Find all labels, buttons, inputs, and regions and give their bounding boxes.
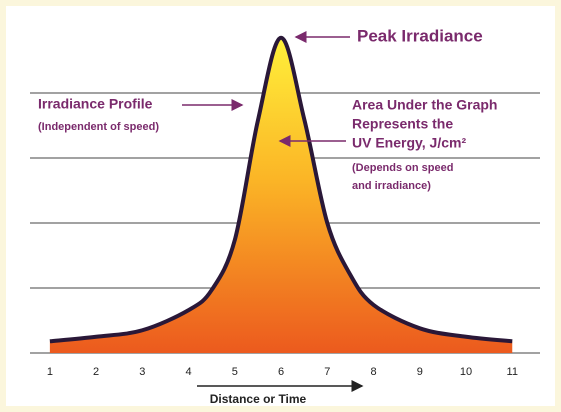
annotation: Peak Irradiance [357,26,483,45]
annotation: and irradiance) [352,180,431,192]
x-tick-label: 6 [278,366,284,378]
area-outline [49,35,513,344]
annotation: Area Under the Graph [352,97,497,113]
annotation: Represents the [352,116,453,132]
annotation: UV Energy, J/cm² [352,135,466,151]
x-axis-label: Distance or Time [210,392,307,406]
x-tick-label: 9 [417,366,423,378]
x-tick-label: 3 [139,366,145,378]
x-tick-label: 11 [507,366,518,378]
x-tick-label: 7 [324,366,330,378]
x-tick-label: 1 [47,366,53,378]
annotation: (Independent of speed) [38,121,159,133]
x-tick-label: 4 [186,366,192,378]
x-tick-label: 8 [370,366,376,378]
annotation: Irradiance Profile [38,96,153,112]
annotation: (Depends on speed [352,162,453,174]
x-tick-label: 5 [232,366,238,378]
x-tick-label: 10 [460,366,472,378]
x-tick-label: 2 [93,366,99,378]
area-fill [49,37,513,354]
